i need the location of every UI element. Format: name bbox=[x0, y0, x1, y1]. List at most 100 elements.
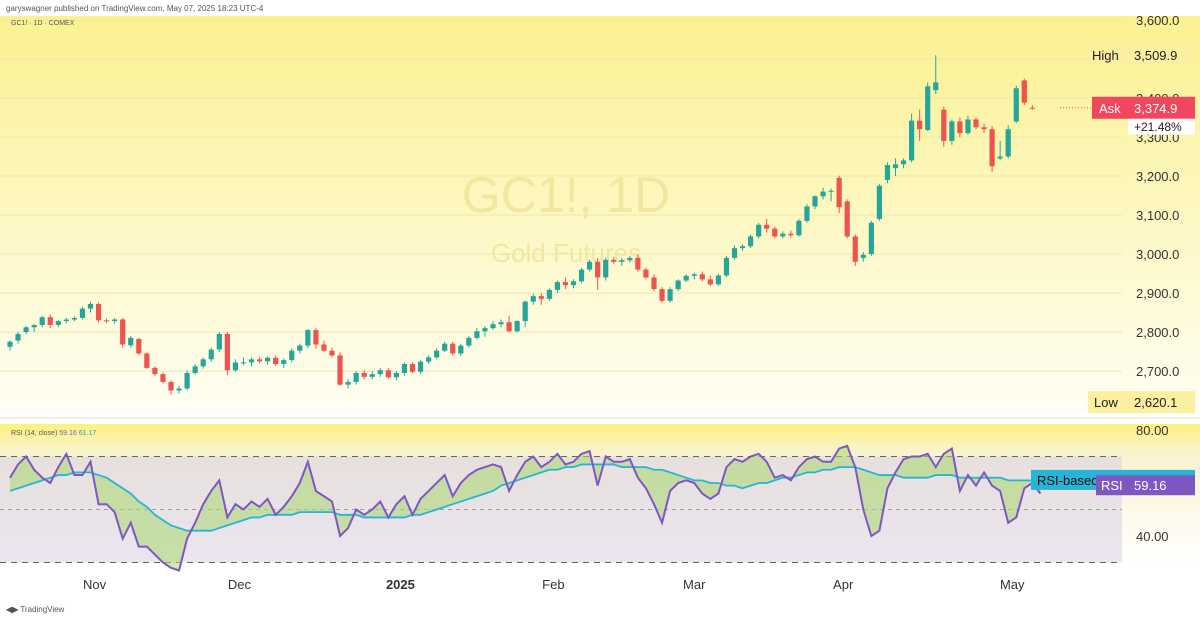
candle bbox=[23, 326, 29, 335]
candle bbox=[900, 158, 907, 169]
candle-body bbox=[506, 322, 512, 332]
candle bbox=[176, 385, 182, 394]
candle-body bbox=[450, 343, 456, 354]
ask-change-bg bbox=[1128, 118, 1195, 135]
candle bbox=[482, 326, 488, 337]
candle bbox=[570, 279, 577, 289]
rsi-legend: RSI (14, close) 59.16 61.17 bbox=[11, 430, 96, 437]
candle-body bbox=[458, 345, 464, 354]
candle-body bbox=[973, 119, 979, 128]
candle bbox=[699, 271, 705, 282]
candle bbox=[997, 140, 1003, 161]
candle bbox=[909, 113, 915, 163]
candle bbox=[876, 183, 882, 221]
candle bbox=[466, 335, 472, 348]
candle-body bbox=[95, 303, 102, 321]
candle bbox=[144, 352, 150, 370]
time-label: May bbox=[1000, 577, 1025, 592]
candle bbox=[748, 234, 754, 249]
candle-body bbox=[731, 248, 738, 258]
candle-body bbox=[361, 372, 367, 377]
candle bbox=[498, 319, 504, 328]
candle-body bbox=[933, 82, 939, 91]
candle-body bbox=[1029, 107, 1035, 109]
time-label: Dec bbox=[228, 577, 252, 592]
candle bbox=[329, 347, 335, 358]
candle bbox=[224, 332, 230, 375]
candle bbox=[248, 357, 255, 367]
candle-body bbox=[490, 324, 496, 329]
candle-body bbox=[530, 296, 536, 302]
candle bbox=[216, 332, 222, 353]
candle-body bbox=[273, 357, 279, 364]
candle-body bbox=[409, 363, 416, 372]
candle-body bbox=[884, 165, 891, 180]
candle bbox=[812, 195, 818, 210]
rsi-value-bg bbox=[1127, 475, 1195, 496]
candle-body bbox=[772, 228, 778, 237]
candle bbox=[265, 356, 271, 365]
candle-body bbox=[160, 374, 166, 382]
candle bbox=[530, 293, 536, 305]
candle-body bbox=[611, 259, 617, 262]
candle-body bbox=[63, 319, 69, 322]
rsi-legend-ma: 61.17 bbox=[78, 430, 97, 437]
candle bbox=[426, 355, 432, 364]
candle-body bbox=[152, 367, 158, 375]
candle bbox=[707, 275, 713, 286]
tradingview-logo-icon: ◀▶ bbox=[6, 605, 19, 614]
candle bbox=[981, 123, 987, 134]
price-tags: High 3,509.9 Low 2,620.1 Ask 3,374.9 +21.48% RS… bbox=[1031, 44, 1195, 496]
price-tick-label: 3,600.0 bbox=[1136, 13, 1179, 28]
candle bbox=[925, 82, 931, 132]
candle-body bbox=[635, 257, 641, 270]
candle-body bbox=[941, 109, 947, 141]
candle-body bbox=[482, 328, 488, 332]
watermark: GC1!, 1D Gold Futures bbox=[462, 167, 670, 268]
candle bbox=[844, 199, 850, 239]
candle bbox=[192, 363, 198, 375]
candle bbox=[63, 317, 69, 324]
candle-body bbox=[377, 370, 383, 375]
candle-body bbox=[136, 339, 142, 354]
footer-brand: TradingView bbox=[20, 605, 65, 614]
candle bbox=[313, 328, 319, 349]
candle-body bbox=[87, 303, 94, 309]
candle-body bbox=[216, 333, 222, 350]
candle-body bbox=[442, 343, 448, 351]
candle bbox=[860, 252, 866, 262]
high-tag-bg bbox=[1088, 44, 1128, 67]
candle bbox=[15, 332, 21, 344]
candle-body bbox=[909, 120, 915, 161]
candle bbox=[55, 320, 61, 328]
candle bbox=[273, 355, 279, 367]
candle-body bbox=[844, 201, 850, 237]
candle bbox=[417, 360, 424, 375]
rsi-legend-value: 59.16 bbox=[59, 430, 77, 437]
candle-body bbox=[595, 261, 601, 278]
rsi-tick-label: 40.00 bbox=[1136, 529, 1169, 544]
high-value-bg bbox=[1128, 44, 1195, 67]
candle bbox=[95, 302, 102, 323]
candle-body bbox=[474, 331, 480, 338]
candle bbox=[739, 244, 746, 251]
candle-body bbox=[989, 129, 995, 167]
candle-body bbox=[691, 274, 697, 276]
candle-body bbox=[667, 289, 673, 301]
candle bbox=[434, 348, 440, 360]
candle bbox=[868, 220, 874, 256]
candle-body bbox=[852, 236, 858, 262]
candle-body bbox=[208, 349, 214, 360]
candle bbox=[796, 218, 802, 237]
candle-body bbox=[892, 164, 899, 169]
candle bbox=[917, 109, 923, 141]
candle bbox=[957, 117, 963, 137]
candle bbox=[297, 343, 303, 354]
candle bbox=[393, 371, 399, 381]
candle bbox=[442, 341, 448, 353]
publish-header: garyswagner published on TradingView.com… bbox=[6, 4, 264, 13]
candle-body bbox=[554, 282, 560, 290]
candle bbox=[1021, 78, 1027, 106]
candle-body bbox=[562, 282, 569, 286]
